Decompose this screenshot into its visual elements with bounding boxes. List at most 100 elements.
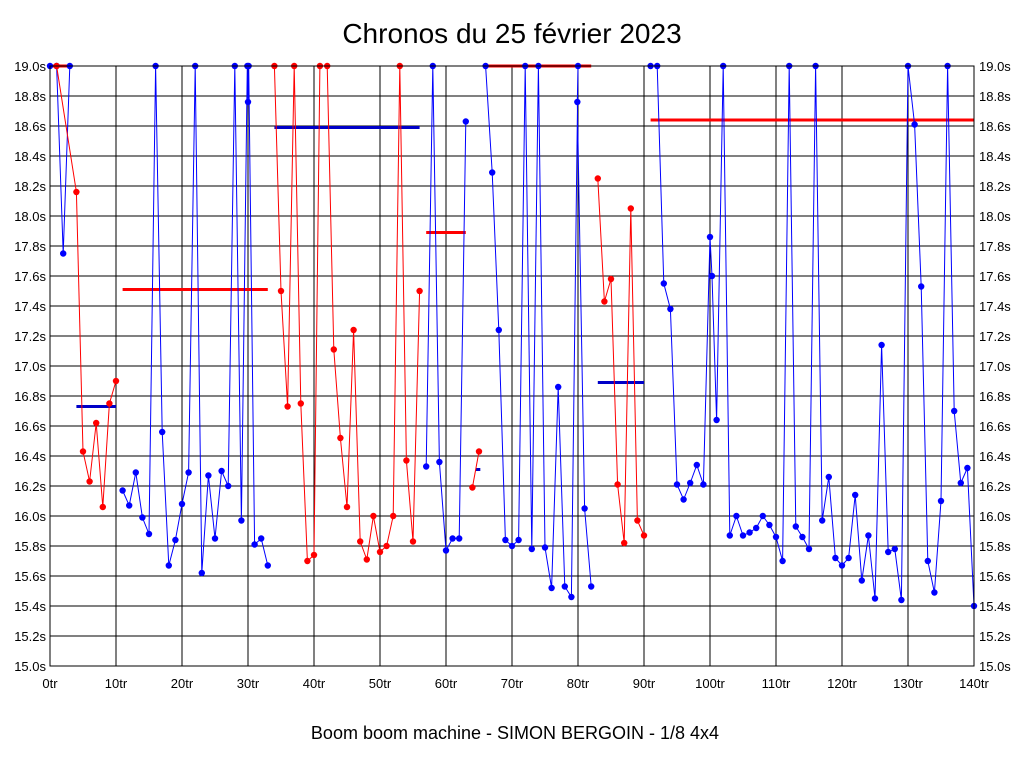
y-tick-label-left: 17.8s — [14, 239, 46, 254]
y-tick-label-left: 18.8s — [14, 89, 46, 104]
series-line — [122, 65, 269, 574]
data-point — [541, 544, 549, 551]
data-point — [475, 448, 483, 455]
data-point — [832, 554, 839, 562]
data-point — [779, 557, 786, 565]
data-point — [205, 472, 212, 479]
y-tick-label-right: 16.2s — [979, 479, 1011, 494]
series-points — [46, 62, 978, 610]
data-point — [310, 551, 318, 559]
x-tick-label: 50tr — [369, 676, 392, 691]
data-point — [924, 557, 931, 565]
data-point — [145, 530, 153, 538]
x-tick-label: 80tr — [567, 676, 590, 691]
data-point — [218, 467, 225, 475]
y-tick-label-left: 15.2s — [14, 629, 46, 644]
x-tick-label: 30tr — [237, 676, 260, 691]
tick-labels: 15.0s 15.0s 15.2s 15.2s 15.4s 15.4s 15.6s 15.6s… — [14, 59, 1011, 691]
data-point — [964, 464, 971, 472]
data-point — [693, 461, 700, 469]
data-point — [449, 535, 456, 542]
data-point — [93, 419, 100, 427]
data-point — [680, 496, 687, 503]
data-point — [561, 583, 568, 590]
data-point — [601, 298, 608, 305]
data-point — [898, 596, 905, 604]
y-tick-label-right: 18.4s — [979, 149, 1011, 164]
data-point — [469, 484, 476, 491]
data-point — [409, 538, 417, 545]
data-point — [708, 272, 716, 280]
data-point — [456, 535, 463, 542]
data-point — [185, 469, 192, 476]
data-point — [852, 491, 859, 499]
data-point — [687, 479, 694, 487]
y-tick-label-right: 17.0s — [979, 359, 1011, 374]
y-tick-label-right: 15.8s — [979, 539, 1011, 554]
data-point — [390, 512, 397, 520]
data-point — [726, 532, 733, 539]
data-point — [759, 512, 766, 520]
data-point — [284, 403, 291, 410]
y-tick-label-right: 18.6s — [979, 119, 1011, 134]
data-point — [805, 545, 813, 553]
data-point — [337, 434, 344, 442]
data-point — [436, 458, 443, 466]
data-point — [86, 478, 93, 485]
data-point — [357, 538, 364, 545]
x-tick-label: 60tr — [435, 676, 458, 691]
data-point — [555, 383, 562, 391]
y-tick-label-right: 17.8s — [979, 239, 1011, 254]
data-point — [495, 326, 502, 334]
data-point — [99, 503, 107, 511]
y-tick-label-left: 17.2s — [14, 329, 46, 344]
data-point — [343, 503, 351, 511]
data-point — [660, 280, 667, 287]
series-line — [273, 65, 421, 563]
data-point — [588, 583, 595, 590]
data-point — [581, 505, 588, 512]
data-point — [766, 521, 773, 529]
y-tick-label-left: 16.0s — [14, 509, 46, 524]
data-point — [634, 517, 641, 524]
x-tick-label: 70tr — [501, 676, 524, 691]
data-point — [713, 416, 720, 424]
data-point — [739, 532, 747, 539]
data-point — [106, 400, 113, 407]
y-tick-label-left: 15.8s — [14, 539, 46, 554]
y-tick-label-left: 16.8s — [14, 389, 46, 404]
data-point — [79, 448, 87, 455]
data-point — [706, 233, 714, 241]
data-point — [891, 545, 898, 553]
y-tick-label-left: 17.4s — [14, 299, 46, 314]
data-point — [733, 512, 740, 520]
data-point — [139, 514, 146, 521]
data-point — [667, 305, 674, 313]
x-tick-label: 100tr — [695, 676, 725, 691]
data-point — [178, 500, 186, 508]
x-tick-label: 110tr — [762, 676, 791, 691]
x-tick-label: 40tr — [303, 676, 326, 691]
y-tick-label-left: 18.0s — [14, 209, 46, 224]
chart-subtitle: Boom boom machine - SIMON BERGOIN - 1/8 … — [311, 723, 719, 743]
y-tick-label-right: 16.4s — [979, 449, 1011, 464]
data-point — [700, 481, 707, 488]
data-point — [746, 529, 753, 536]
y-tick-label-left: 18.2s — [14, 179, 46, 194]
y-tick-label-right: 16.0s — [979, 509, 1011, 524]
y-tick-label-left: 16.6s — [14, 419, 46, 434]
data-point — [951, 407, 958, 415]
data-point — [165, 562, 172, 569]
data-point — [383, 542, 390, 550]
y-tick-label-right: 15.2s — [979, 629, 1011, 644]
grid — [49, 65, 975, 667]
y-tick-label-right: 15.4s — [979, 599, 1011, 614]
y-tick-label-right: 15.6s — [979, 569, 1011, 584]
data-point — [159, 428, 166, 436]
data-point — [370, 512, 377, 520]
data-point — [911, 121, 918, 128]
y-tick-label-left: 16.4s — [14, 449, 46, 464]
data-point — [416, 287, 423, 295]
data-point — [931, 589, 938, 596]
